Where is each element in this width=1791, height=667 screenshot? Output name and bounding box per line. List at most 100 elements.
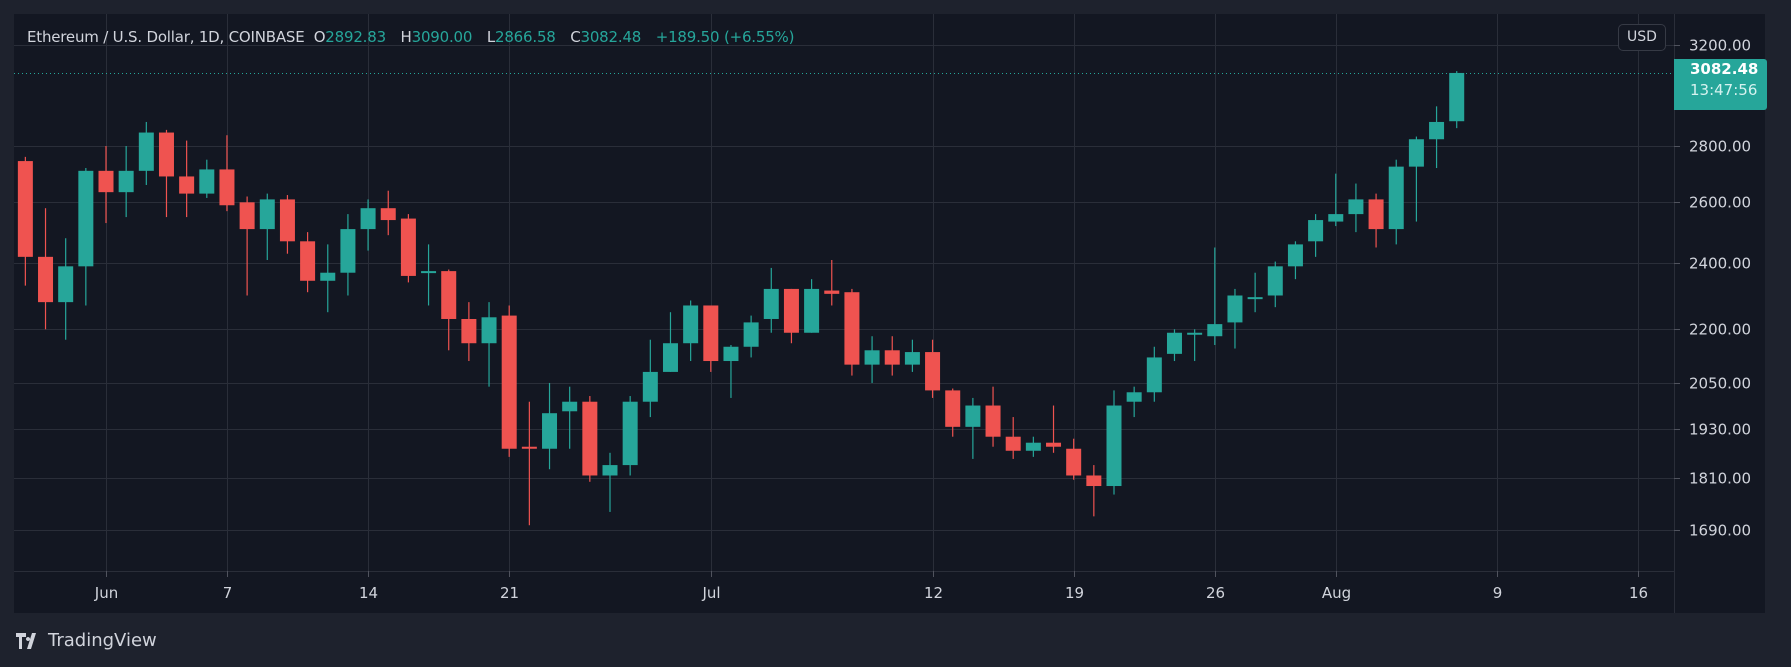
candle-down[interactable] [1046, 405, 1062, 453]
candle-body [542, 413, 558, 449]
candle-up[interactable] [642, 339, 658, 418]
candle-body [864, 350, 880, 365]
candle-up[interactable] [118, 146, 134, 218]
candle-up[interactable] [421, 244, 437, 306]
price-axis[interactable]: 3200.00 2800.00 2600.00 2400.00 2200.00 2050.… [1674, 37, 1751, 540]
candle-down[interactable] [1066, 438, 1082, 480]
candle-down[interactable] [219, 135, 235, 212]
candle-down[interactable] [703, 305, 719, 372]
candle-up[interactable] [1429, 106, 1445, 169]
candle-down[interactable] [582, 396, 598, 482]
last-price-label: 3082.48 13:47:56 [1674, 59, 1767, 110]
candle-down[interactable] [521, 401, 537, 526]
candle-body [683, 305, 699, 344]
candle-down[interactable] [925, 339, 941, 398]
candle-up[interactable] [1267, 261, 1283, 308]
candle-up[interactable] [864, 336, 880, 383]
candle-down[interactable] [461, 302, 477, 362]
candle-down[interactable] [400, 214, 416, 283]
candle-up[interactable] [360, 199, 376, 251]
candle-up[interactable] [259, 193, 275, 260]
close-label: C [570, 28, 581, 46]
candle-up[interactable] [804, 279, 820, 333]
candle-up[interactable] [562, 386, 578, 449]
candle-up[interactable] [743, 315, 759, 358]
candle-down[interactable] [844, 288, 860, 376]
candle-up[interactable] [683, 300, 699, 362]
candle-up[interactable] [138, 121, 154, 185]
chart-panel[interactable] [14, 14, 1765, 613]
candle-up[interactable] [1126, 386, 1142, 418]
candle-up[interactable] [78, 168, 94, 306]
candle-down[interactable] [179, 140, 195, 218]
candle-body [320, 272, 336, 281]
candle-down[interactable] [1005, 417, 1021, 459]
candle-up[interactable] [199, 159, 215, 198]
candle-up[interactable] [340, 214, 356, 296]
price-tick-label: 2200.00 [1689, 321, 1751, 339]
candle-down[interactable] [279, 195, 295, 254]
candle-down[interactable] [783, 288, 799, 344]
candle-up[interactable] [1106, 390, 1122, 495]
candle-up[interactable] [1146, 346, 1162, 402]
candle-down[interactable] [380, 190, 396, 236]
candle-up[interactable] [723, 344, 739, 398]
time-tick-label: 16 [1629, 584, 1648, 602]
candle-body [1308, 220, 1324, 242]
candle-up[interactable] [1287, 241, 1303, 280]
candle-up[interactable] [602, 452, 618, 512]
candle-up[interactable] [1207, 247, 1223, 345]
candle-body [1025, 442, 1041, 451]
candle-down[interactable] [239, 196, 255, 296]
candle-up[interactable] [1187, 329, 1203, 362]
candle-up[interactable] [1348, 183, 1364, 233]
candle-up[interactable] [622, 396, 638, 476]
candle-body [622, 401, 638, 466]
candle-up[interactable] [1025, 436, 1041, 457]
candle-body [461, 318, 477, 344]
candle-up[interactable] [320, 244, 336, 313]
currency-button[interactable]: USD [1618, 24, 1666, 51]
candle-up[interactable] [1408, 136, 1424, 222]
candle-down[interactable] [985, 386, 1001, 447]
candle-up[interactable] [1166, 329, 1182, 362]
candle-up[interactable] [1388, 159, 1404, 245]
candle-up[interactable] [904, 339, 920, 372]
symbol-title[interactable]: Ethereum / U.S. Dollar, 1D, COINBASE [27, 28, 305, 46]
candle-down[interactable] [824, 259, 840, 306]
time-axis[interactable]: Jun 7 14 21 Jul 12 19 26 Aug 9 16 [94, 571, 1648, 602]
candle-down[interactable] [38, 208, 54, 330]
candle-up[interactable] [965, 397, 981, 459]
candle-down[interactable] [1368, 193, 1384, 248]
time-tick-label: Jun [94, 584, 118, 602]
candle-down[interactable] [17, 156, 33, 286]
candle-down[interactable] [501, 305, 517, 457]
candle-down[interactable] [441, 269, 457, 351]
candle-up[interactable] [1328, 173, 1344, 227]
candle-up[interactable] [542, 382, 558, 470]
low-value: 2866.58 [495, 28, 556, 46]
candle-body [1267, 266, 1283, 296]
candle-body [985, 405, 1001, 437]
candle-down[interactable] [945, 388, 961, 437]
price-tick-label: 2600.00 [1689, 194, 1751, 212]
candle-body [118, 170, 134, 193]
candle-up[interactable] [1449, 71, 1465, 129]
candle-up[interactable] [481, 302, 497, 387]
candle-up[interactable] [1227, 288, 1243, 349]
candle-up[interactable] [662, 312, 678, 372]
candle-up[interactable] [58, 238, 74, 340]
candle-up[interactable] [1308, 214, 1324, 257]
candle-up[interactable] [763, 267, 779, 333]
tradingview-logo[interactable]: TradingView [16, 630, 157, 651]
candle-up[interactable] [1247, 272, 1263, 313]
candle-body [1187, 332, 1203, 335]
candle-down[interactable] [1086, 465, 1102, 517]
candle-body [360, 208, 376, 230]
candle-down[interactable] [884, 336, 900, 376]
candle-down[interactable] [300, 232, 316, 293]
candle-down[interactable] [158, 129, 174, 218]
candle-body [1126, 392, 1142, 402]
candle-down[interactable] [98, 146, 114, 224]
